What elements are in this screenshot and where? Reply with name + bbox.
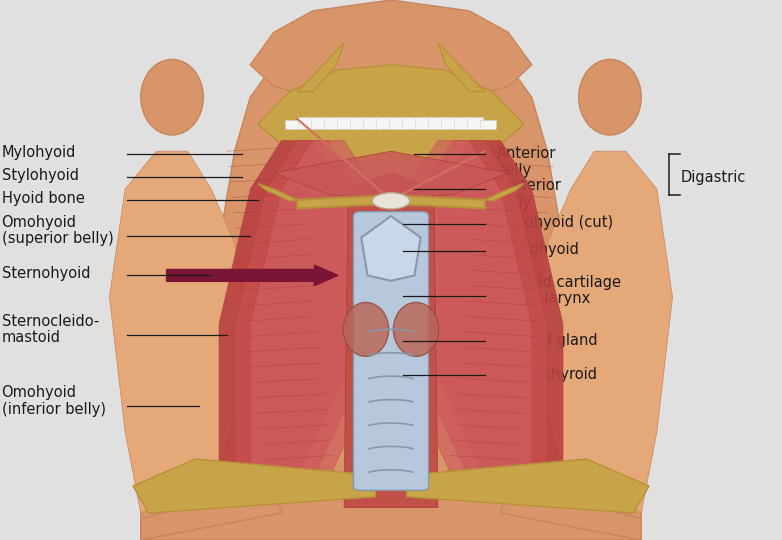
Text: Posterior
belly: Posterior belly — [497, 179, 561, 210]
Bar — [363, 117, 378, 129]
Text: Sternocleido-
mastoid: Sternocleido- mastoid — [2, 314, 99, 345]
Polygon shape — [344, 173, 438, 508]
Text: Omohyoid
(superior belly): Omohyoid (superior belly) — [2, 215, 113, 246]
Polygon shape — [297, 195, 387, 208]
Polygon shape — [532, 151, 673, 513]
Text: Stylohyoid (cut): Stylohyoid (cut) — [497, 215, 612, 230]
Text: Sternohyoid: Sternohyoid — [2, 266, 90, 281]
Ellipse shape — [579, 59, 641, 135]
Polygon shape — [485, 184, 524, 201]
Polygon shape — [274, 151, 508, 200]
Text: Stylohyoid: Stylohyoid — [2, 168, 78, 183]
Text: Anterior
belly: Anterior belly — [497, 146, 556, 178]
Bar — [350, 117, 365, 129]
Ellipse shape — [372, 193, 410, 209]
Ellipse shape — [141, 59, 203, 135]
Polygon shape — [407, 140, 532, 508]
Bar — [285, 120, 300, 129]
FancyBboxPatch shape — [353, 212, 429, 490]
Bar — [376, 117, 392, 129]
Polygon shape — [422, 140, 547, 508]
Polygon shape — [258, 65, 524, 162]
Polygon shape — [250, 0, 532, 103]
Ellipse shape — [343, 302, 389, 356]
Text: Digastric: Digastric — [680, 170, 746, 185]
Text: Hyoid bone: Hyoid bone — [2, 191, 84, 206]
Polygon shape — [109, 151, 250, 513]
Polygon shape — [361, 216, 421, 281]
Bar — [298, 117, 314, 129]
Bar — [480, 120, 496, 129]
Bar — [415, 117, 431, 129]
Text: Sternothyroid: Sternothyroid — [497, 367, 597, 382]
Bar — [454, 117, 470, 129]
Text: Thyrohyoid: Thyrohyoid — [497, 242, 579, 257]
Polygon shape — [297, 43, 344, 92]
Polygon shape — [407, 459, 649, 513]
Polygon shape — [500, 486, 641, 540]
Polygon shape — [141, 486, 282, 540]
Bar — [389, 117, 404, 129]
Text: Mylohyoid: Mylohyoid — [2, 145, 76, 160]
Polygon shape — [133, 459, 375, 513]
Polygon shape — [438, 140, 563, 508]
Text: Omohyoid
(inferior belly): Omohyoid (inferior belly) — [2, 385, 106, 416]
Bar — [428, 117, 443, 129]
Polygon shape — [395, 195, 485, 208]
Polygon shape — [250, 140, 375, 508]
Polygon shape — [235, 140, 360, 508]
Polygon shape — [258, 184, 297, 201]
Bar — [402, 117, 418, 129]
Bar — [467, 117, 482, 129]
Polygon shape — [141, 22, 641, 540]
Bar — [441, 117, 457, 129]
Text: Thyroid gland: Thyroid gland — [497, 333, 597, 348]
Bar — [310, 117, 326, 129]
Bar — [324, 117, 339, 129]
FancyArrow shape — [167, 265, 338, 286]
Text: Thyroid cartilage
of the larynx: Thyroid cartilage of the larynx — [497, 275, 621, 306]
Polygon shape — [219, 140, 344, 508]
Ellipse shape — [393, 302, 439, 356]
Bar — [337, 117, 353, 129]
Polygon shape — [438, 43, 485, 92]
